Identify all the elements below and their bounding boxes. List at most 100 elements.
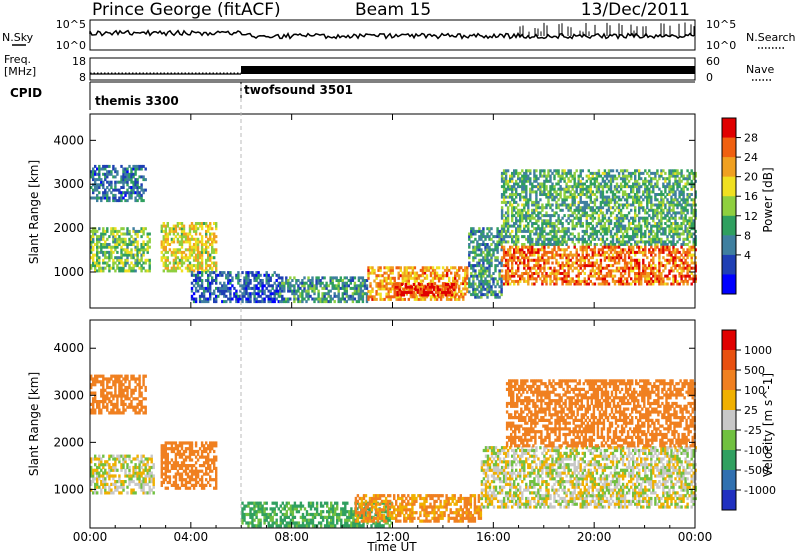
power-cell [570, 190, 572, 193]
power-cell [529, 193, 531, 196]
power-cell [112, 264, 114, 267]
power-cell [136, 181, 138, 184]
power-cell [325, 300, 327, 303]
power-cell [293, 300, 295, 303]
power-cell [217, 295, 219, 298]
power-cell [523, 206, 525, 209]
power-cell [494, 248, 496, 251]
power-cell [120, 199, 122, 202]
power-cell [96, 262, 98, 265]
power-cell [551, 172, 553, 175]
power-cell [650, 198, 652, 201]
power-cell [616, 238, 618, 241]
power-cell [149, 233, 151, 236]
power-cell [354, 276, 356, 279]
power-cell [255, 284, 257, 287]
power-cell [537, 254, 539, 257]
power-cell [441, 288, 443, 291]
power-cell [511, 196, 513, 199]
power-cell [476, 240, 478, 243]
power-cell [197, 246, 199, 249]
power-cell [229, 295, 231, 298]
power-cell [519, 193, 521, 196]
power-cell [507, 209, 509, 212]
power-cell [505, 190, 507, 193]
power-cell [488, 280, 490, 283]
power-cell [165, 262, 167, 265]
power-cell [385, 285, 387, 288]
power-cell [167, 225, 169, 228]
power-cell [628, 267, 630, 270]
power-cell [592, 235, 594, 238]
power-cell [106, 191, 108, 194]
power-cell [517, 235, 519, 238]
power-cell [691, 235, 693, 238]
power-cell [301, 298, 303, 301]
power-cell [646, 172, 648, 175]
power-cell [468, 238, 470, 241]
power-cell [640, 240, 642, 243]
power-cell [305, 282, 307, 285]
power-cell [650, 277, 652, 280]
power-cell [299, 287, 301, 290]
power-cell [270, 295, 272, 298]
power-cell [616, 267, 618, 270]
power-cell [594, 275, 596, 278]
power-cell [116, 170, 118, 173]
power-cell [519, 262, 521, 265]
power-cell [96, 189, 98, 192]
power-cell [682, 283, 684, 286]
power-cell [616, 185, 618, 188]
power-cell [592, 193, 594, 196]
power-cell [219, 282, 221, 285]
power-cell [640, 233, 642, 236]
power-cell [209, 235, 211, 238]
power-cell [237, 300, 239, 303]
power-cell [652, 204, 654, 207]
power-cell [126, 246, 128, 249]
power-cell [602, 188, 604, 191]
power-cell [511, 267, 513, 270]
power-cell [650, 233, 652, 236]
power-cell [668, 277, 670, 280]
power-cell [229, 287, 231, 290]
power-cell [646, 211, 648, 214]
power-cell [606, 183, 608, 186]
power-cell [521, 219, 523, 222]
power-cell [482, 285, 484, 288]
power-cell [118, 191, 120, 194]
power-cell [622, 238, 624, 241]
power-cell [555, 219, 557, 222]
power-cell [263, 300, 265, 303]
power-cell [494, 269, 496, 272]
power-cell [594, 283, 596, 286]
power-cell [350, 295, 352, 298]
power-cell [628, 227, 630, 230]
power-cell [668, 180, 670, 183]
power-cell [588, 225, 590, 228]
power-cell [598, 251, 600, 254]
power-cell [96, 238, 98, 241]
power-cell [644, 177, 646, 180]
power-cell [686, 201, 688, 204]
power-cell [102, 238, 104, 241]
power-cell [274, 300, 276, 303]
power-cell [668, 177, 670, 180]
power-cell [644, 251, 646, 254]
power-cell [563, 177, 565, 180]
power-cell [680, 214, 682, 217]
power-cell [642, 198, 644, 201]
power-cell [149, 240, 151, 243]
power-cell [614, 193, 616, 196]
power-cell [336, 276, 338, 279]
power-cell [614, 209, 616, 212]
power-cell [142, 246, 144, 249]
power-cell [301, 279, 303, 282]
power-cell [553, 185, 555, 188]
power-cell [448, 269, 450, 272]
power-cell [628, 238, 630, 241]
power-cell [604, 225, 606, 228]
power-cell [375, 290, 377, 293]
power-cell [549, 206, 551, 209]
power-cell [373, 269, 375, 272]
